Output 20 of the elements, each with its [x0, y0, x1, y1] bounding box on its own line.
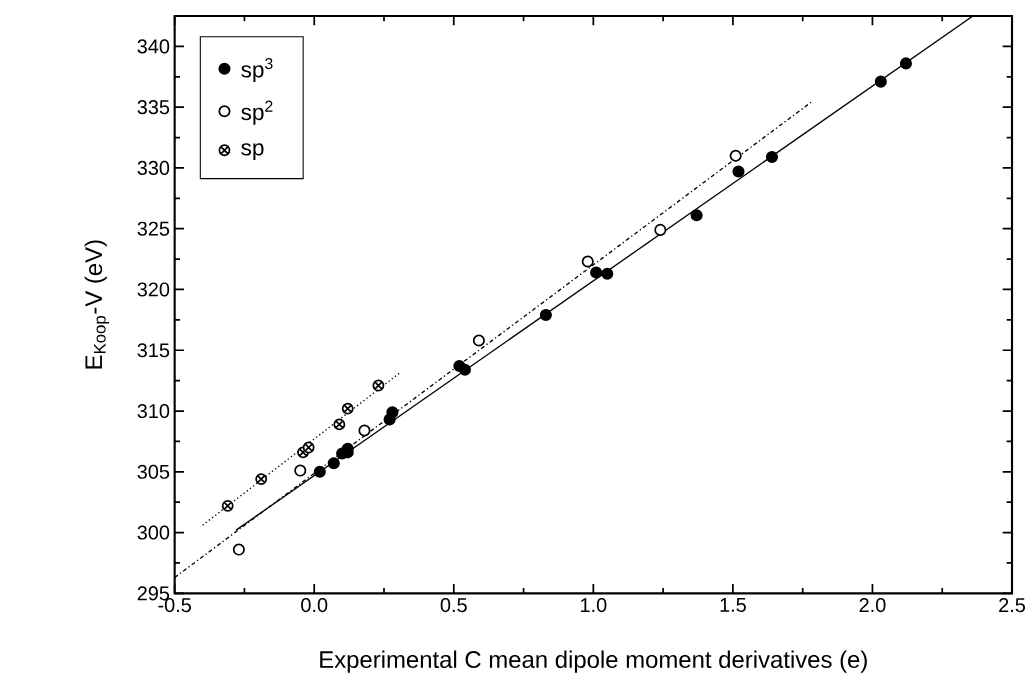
y-tick-label: 305: [137, 464, 170, 479]
y-tick-label: 330: [137, 160, 170, 175]
y-tick-label: 325: [137, 221, 170, 236]
y-tick-label: 310: [137, 403, 170, 419]
y-tick-label: 335: [137, 100, 170, 115]
y-tick-label: 300: [137, 525, 170, 540]
x-tick-label: 2.5: [999, 598, 1026, 613]
x-tick-label: 2.0: [859, 598, 886, 613]
x-axis-title: Experimental C mean dipole moment derivatives (e): [320, 650, 867, 673]
x-tick-label: 0.0: [301, 598, 328, 613]
legend-label: sp$^{2}$: [241, 100, 273, 125]
y-tick-label: 340: [137, 39, 170, 54]
y-tick-label: 320: [137, 282, 170, 297]
legend-label: sp$^{3}$: [241, 57, 273, 83]
y-axis-title: E$_{Koop}$-V (eV): [84, 240, 110, 369]
x-tick-label: 1.0: [581, 598, 607, 613]
y-tick-label: 315: [137, 343, 170, 358]
x-tick-label: 1.5: [720, 598, 746, 612]
legend-label: sp: [241, 143, 264, 161]
x-tick-label: 0.5: [440, 598, 467, 613]
